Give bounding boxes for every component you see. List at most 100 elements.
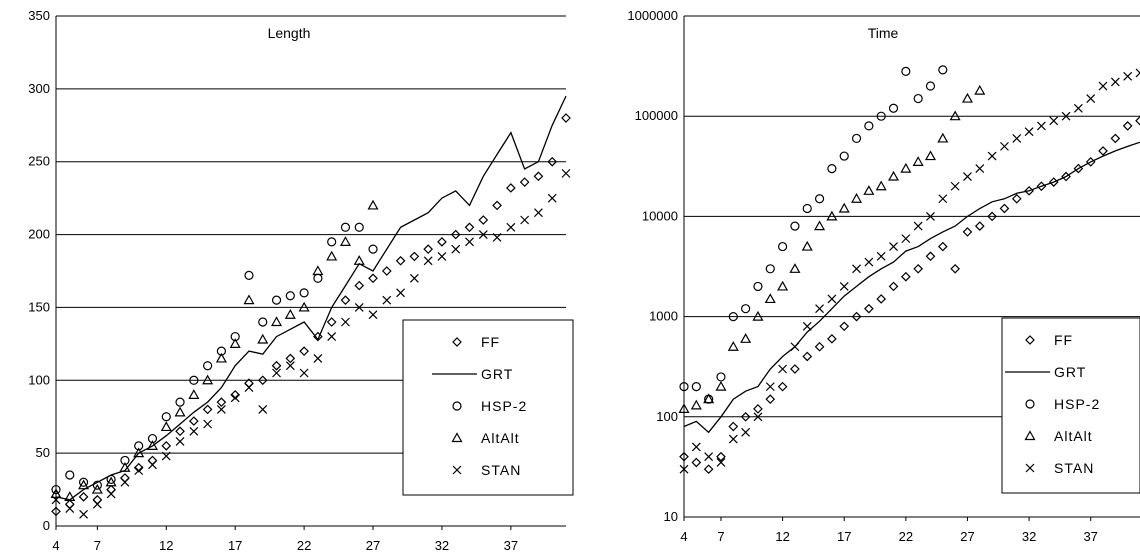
length-series-ff-point	[326, 317, 337, 327]
time-series-hsp-2-point	[741, 304, 751, 314]
time-series-hsp-2-point	[679, 382, 689, 392]
time-series-ff-point	[925, 251, 936, 262]
time-series-stan-point	[926, 211, 935, 221]
time-legend-swatch	[1025, 335, 1035, 345]
length-series-ff-point	[78, 492, 89, 502]
time-series-stan-point	[1086, 94, 1096, 103]
length-series-stan-point	[341, 317, 350, 327]
time-series-altalt-point	[949, 110, 961, 121]
time-series-stan-point	[901, 234, 911, 244]
time-series-ff-point	[1122, 121, 1133, 131]
length-series-altalt-point	[78, 479, 90, 490]
length-series-hsp-2-point	[189, 375, 199, 385]
length-series-stan-point	[368, 310, 378, 320]
length-series-hsp-2-point	[161, 412, 171, 422]
length-series-stan-point	[534, 208, 543, 218]
time-series-stan-point	[975, 164, 985, 174]
time-x-tick-label: 37	[1083, 529, 1097, 544]
length-series-stan-point	[189, 426, 199, 436]
length-series-altalt	[50, 199, 379, 501]
length-series-hsp-2-point	[327, 237, 337, 247]
time-series-altalt-point	[764, 293, 776, 304]
length-series-hsp-2-point	[106, 474, 116, 484]
length-series-ff-point	[547, 156, 558, 167]
time-legend-label: FF	[1054, 332, 1073, 348]
time-series-stan-point	[950, 181, 960, 191]
length-series-ff-point	[147, 455, 158, 466]
time-series-ff-point	[1098, 146, 1108, 156]
length-series-hsp-2-point	[340, 222, 351, 232]
length-series-ff-point	[106, 484, 116, 495]
time-legend-label: GRT	[1054, 364, 1086, 380]
time-series-stan-point	[728, 434, 738, 444]
length-series-stan-point	[299, 368, 309, 378]
time-series-hsp-2-point	[901, 66, 911, 76]
time-legend-box	[1001, 317, 1140, 494]
time-series-grt-line	[683, 141, 1140, 434]
time-series-ff-point	[999, 203, 1010, 214]
length-series-stan-point	[520, 215, 530, 225]
length-legend-swatch	[452, 465, 462, 475]
time-series-stan-point	[938, 194, 948, 204]
length-series-stan-point	[285, 361, 295, 371]
length-series-stan-point	[423, 256, 433, 266]
length-series-stan-point	[175, 437, 185, 446]
length-series-stan-point	[244, 383, 254, 392]
length-series-ff-point	[257, 375, 268, 386]
length-series-hsp-2-point	[285, 291, 295, 301]
time-series-stan-point	[691, 442, 701, 452]
time-series-stan-point	[1135, 68, 1140, 78]
time-series-ff-point	[888, 281, 899, 292]
length-series-ff-point	[64, 499, 75, 509]
time-series-ff-point	[900, 271, 911, 282]
time-series-ff-point	[740, 411, 751, 422]
length-series-ff-point	[409, 251, 420, 262]
length-series-stan-point	[313, 354, 323, 363]
length-series-ff-point	[340, 295, 351, 305]
time-series-altalt-point	[740, 333, 752, 343]
time-series-stan-point	[876, 251, 886, 261]
time-series-ff-point	[827, 333, 837, 344]
time-series-hsp-2-point	[728, 312, 738, 322]
length-legend-swatch	[452, 337, 462, 347]
length-series-altalt-point	[119, 461, 131, 472]
time-series-altalt	[678, 84, 986, 413]
time-series-ff-point	[716, 451, 726, 462]
length-series-ff-point	[450, 229, 461, 240]
length-series-stan-point	[203, 419, 213, 429]
length-series-hsp-2-point	[244, 270, 254, 280]
time-series-ff	[679, 115, 1140, 475]
time-series-ff-point	[777, 381, 788, 392]
time-series-hsp-2-point	[802, 203, 812, 214]
length-series-altalt-point	[91, 483, 103, 494]
length-series-stan-point	[106, 489, 116, 499]
time-series-altalt-point	[801, 240, 813, 251]
length-series-stan-point	[354, 303, 364, 312]
time-series-stan-point	[839, 282, 849, 291]
time-series-stan-point	[913, 221, 923, 231]
length-series-ff-point	[202, 404, 213, 415]
time-series-stan-point	[864, 257, 874, 267]
time-series-altalt-point	[937, 132, 949, 143]
length-series-hsp-2-point	[354, 222, 364, 232]
time-chart-title: Time	[868, 25, 899, 41]
length-series-hsp-2-point	[51, 484, 61, 495]
time-series-altalt-point	[900, 162, 912, 173]
length-series-hsp-2-point	[203, 361, 213, 371]
time-series-altalt-point	[974, 84, 986, 95]
length-series-stan-point	[230, 393, 240, 403]
time-series-hsp-2-point	[913, 93, 923, 104]
time-series-stan-point	[1098, 81, 1108, 91]
time-y-tick-label: 1000	[649, 309, 678, 324]
length-series-ff-point	[216, 397, 227, 407]
length-series-altalt-point	[353, 255, 365, 265]
length-series-ff-point	[464, 222, 475, 233]
time-series-stan-point	[790, 342, 800, 352]
time-series-stan-point	[987, 151, 997, 161]
length-series-stan-point	[451, 244, 461, 254]
time-series-stan-point	[1123, 71, 1133, 81]
length-series-altalt-point	[339, 236, 351, 246]
length-series-stan-point	[92, 499, 102, 509]
time-series-altalt-point	[678, 403, 690, 413]
time-series-stan-point	[778, 364, 788, 374]
